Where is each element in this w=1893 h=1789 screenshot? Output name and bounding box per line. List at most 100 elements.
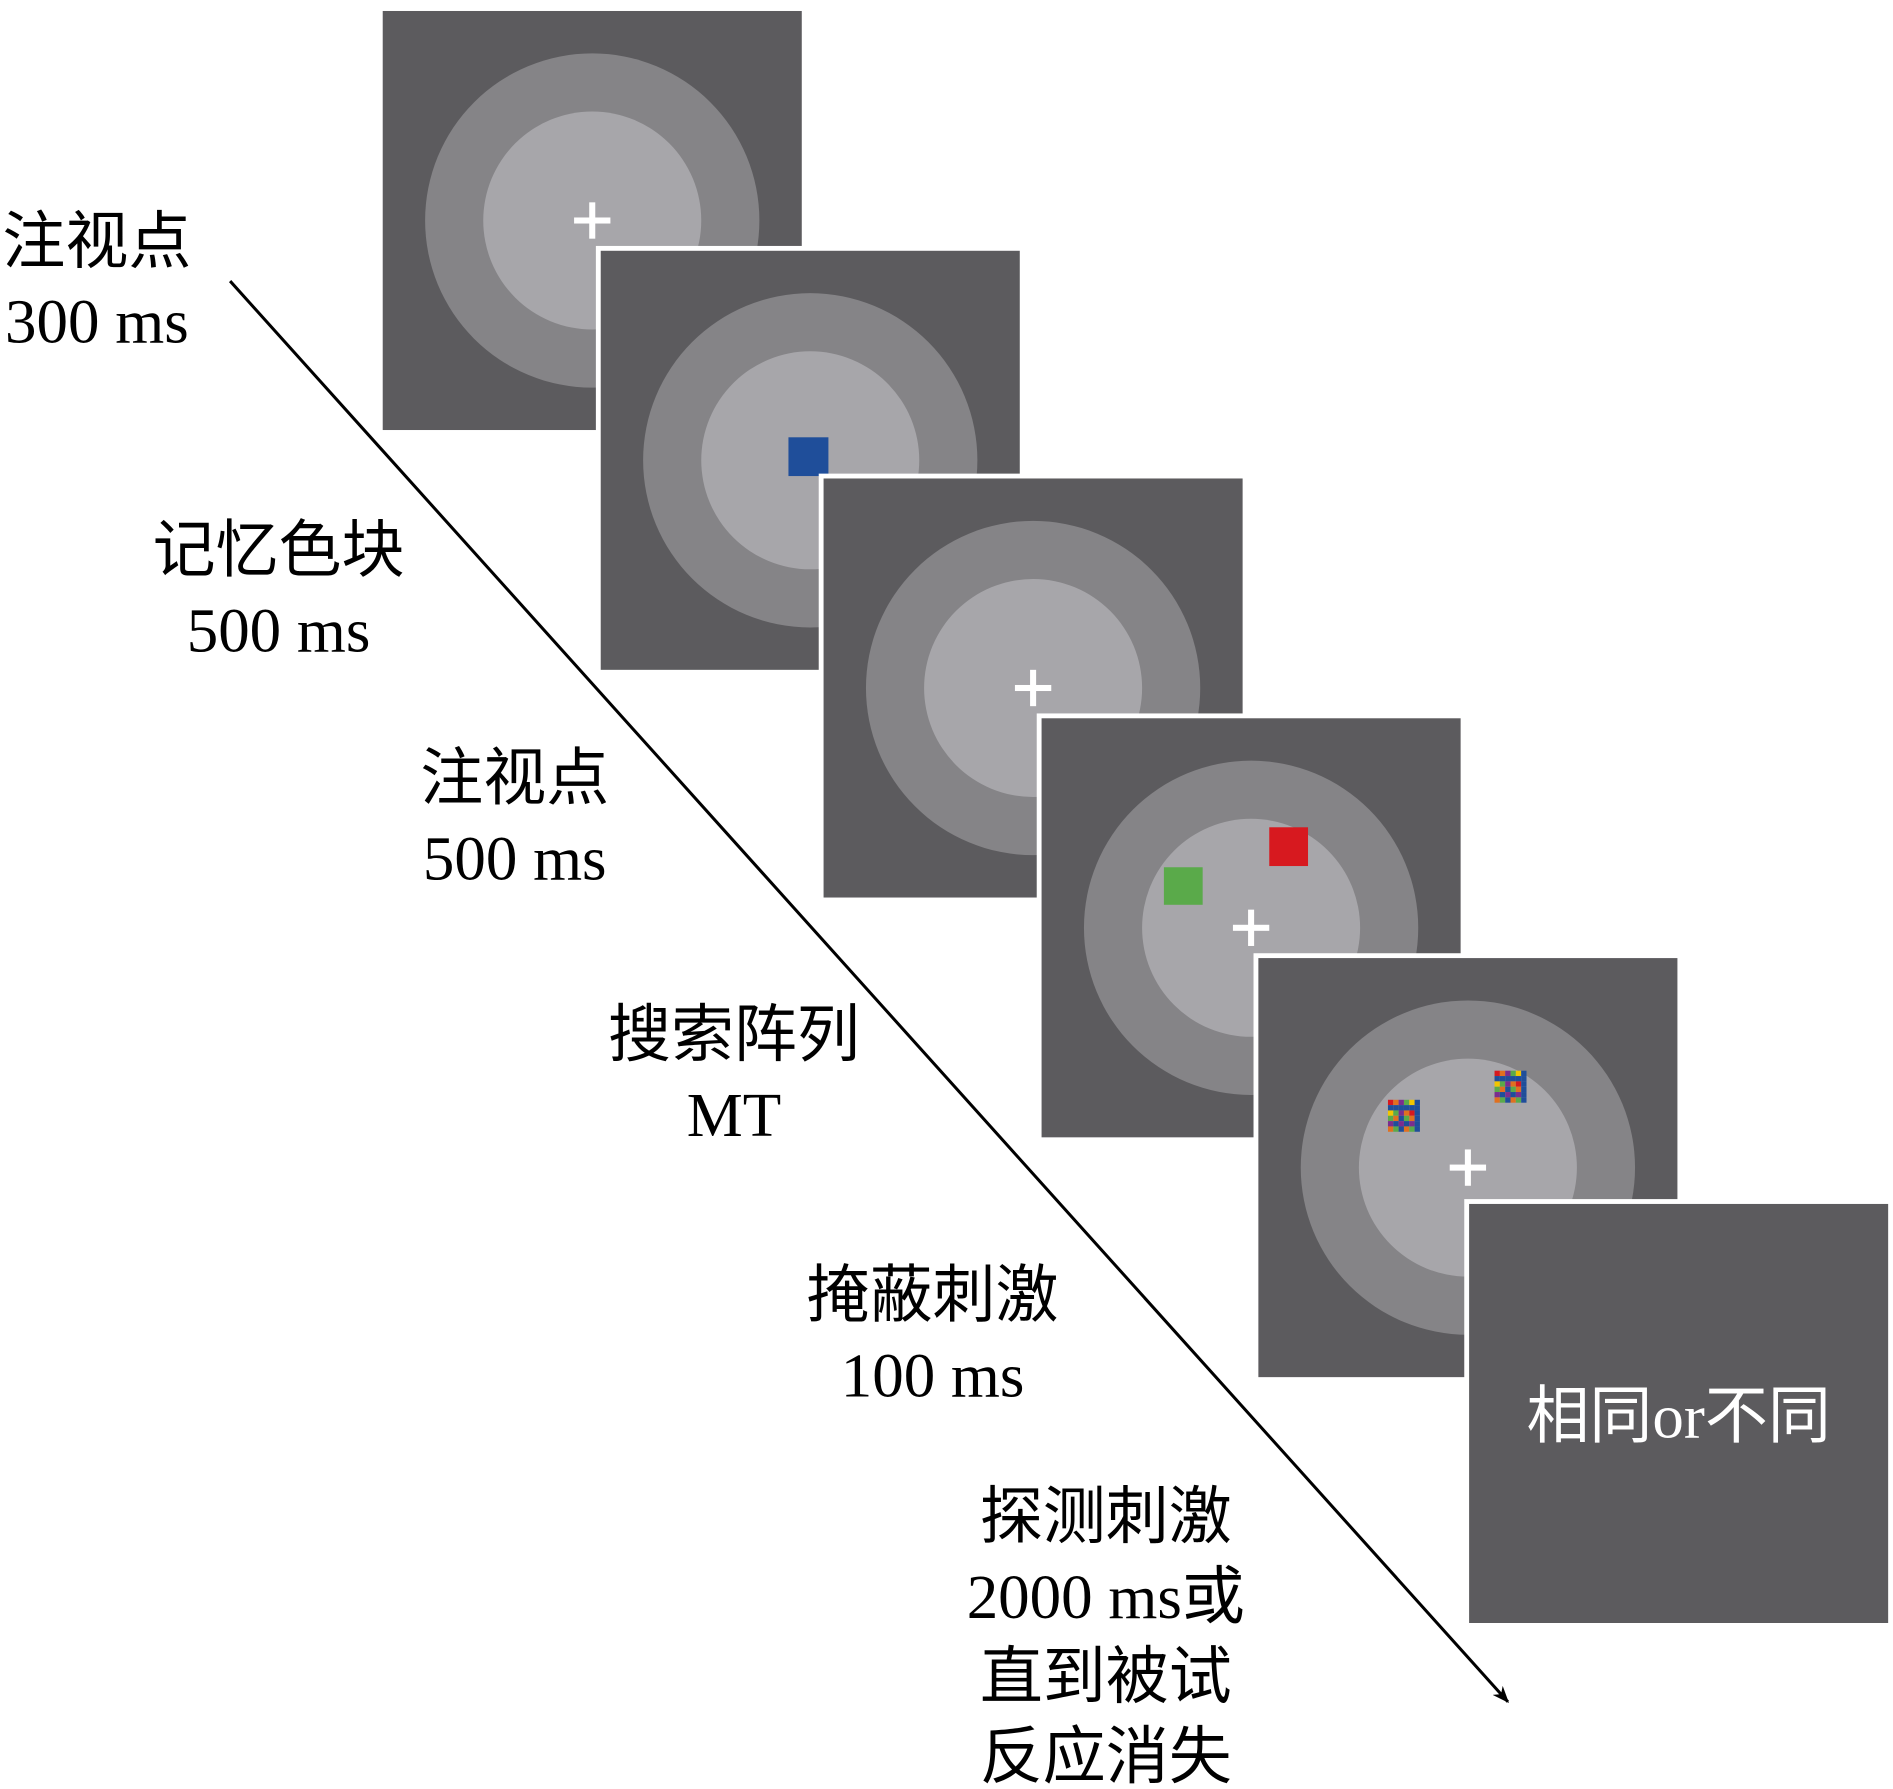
time-arrow [228, 280, 1509, 1703]
mask-cell [1409, 1121, 1415, 1127]
panels: 相同or不同 [377, 6, 1893, 1628]
step-label: 100 ms [841, 1340, 1025, 1410]
mask-cell [1494, 1092, 1500, 1098]
mask-cell [1515, 1097, 1522, 1103]
fixation-cross [1030, 669, 1037, 707]
fixation-cross [1248, 909, 1255, 946]
mask-cell [1505, 1076, 1511, 1082]
mask-cell [1494, 1081, 1500, 1087]
mask-cell [1393, 1121, 1399, 1127]
step-label: 2000 ms或 [967, 1562, 1245, 1632]
mask-cell [1499, 1081, 1506, 1087]
mask-cell [1393, 1115, 1399, 1122]
mask-cell [1521, 1076, 1527, 1082]
step-label: 反应消失 [980, 1722, 1232, 1789]
screen-panel [377, 6, 807, 435]
mask-cell [1403, 1105, 1410, 1111]
mask-cell [1414, 1115, 1420, 1122]
step-label: 探测刺激 [980, 1482, 1232, 1552]
step-label: 掩蔽刺激 [807, 1260, 1059, 1330]
mask-cell [1393, 1105, 1399, 1111]
mask-cell [1505, 1092, 1511, 1098]
mask-cell [1398, 1105, 1404, 1111]
mask-cell [1515, 1081, 1522, 1087]
search-square [1269, 827, 1309, 867]
response-text: 相同or不同 [1526, 1382, 1830, 1452]
mask-cell [1409, 1105, 1415, 1111]
mask-cell [1403, 1121, 1410, 1127]
mask-cell [1494, 1086, 1500, 1093]
mask-cell [1409, 1099, 1415, 1106]
mask-cell [1393, 1110, 1399, 1116]
step-label: 注视点 [2, 207, 191, 277]
mask-cell [1398, 1110, 1404, 1116]
mask-cell [1409, 1126, 1415, 1132]
step-label: 记忆色块 [153, 516, 405, 586]
mask-cell [1505, 1086, 1511, 1093]
step-label: 300 ms [5, 287, 189, 357]
fixation-cross [1464, 1149, 1471, 1186]
step-labels: 注视点 300 ms 记忆色块 500 ms 注视点 500 ms 搜索阵列 MT 掩蔽刺激 10… [2, 207, 1244, 1789]
mask-cell [1403, 1099, 1410, 1106]
mask-cell [1393, 1126, 1399, 1132]
search-square [1163, 867, 1203, 905]
step-label: 注视点 [420, 743, 609, 813]
mask-cell [1393, 1099, 1399, 1106]
mask-cell [1387, 1115, 1394, 1122]
mask-cell [1510, 1097, 1516, 1103]
mask-cell [1510, 1076, 1516, 1082]
mask-cell [1414, 1099, 1420, 1106]
mask-cell [1515, 1070, 1522, 1077]
mask-cell [1515, 1076, 1522, 1082]
mask-cell [1510, 1086, 1516, 1093]
mask-cell [1387, 1110, 1394, 1116]
fixation-cross [589, 202, 596, 239]
mask-cell [1499, 1097, 1506, 1103]
mask-cell [1414, 1105, 1420, 1111]
mask-cell [1403, 1110, 1410, 1116]
mask-cell [1521, 1081, 1527, 1087]
mask-cell [1499, 1092, 1506, 1098]
mask-cell [1414, 1126, 1420, 1132]
step-label: 500 ms [423, 823, 607, 893]
mask-cell [1499, 1076, 1506, 1082]
mask-cell [1505, 1070, 1511, 1077]
mask-cell [1499, 1070, 1506, 1077]
mask-cell [1521, 1092, 1527, 1098]
mask-cell [1521, 1086, 1527, 1093]
mask-cell [1387, 1099, 1394, 1106]
mask-cell [1409, 1110, 1415, 1116]
panel-background [1464, 1199, 1893, 1628]
step-label: 搜索阵列 [608, 1000, 860, 1070]
mask-cell [1510, 1070, 1516, 1077]
mask-cell [1510, 1092, 1516, 1098]
step-label: 直到被试 [980, 1642, 1232, 1712]
mask-cell [1510, 1081, 1516, 1087]
mask-cell [1505, 1081, 1511, 1087]
mask-cell [1499, 1086, 1506, 1093]
mask-cell [1387, 1105, 1394, 1111]
mask-cell [1494, 1097, 1500, 1103]
mask-cell [1398, 1126, 1404, 1132]
mask-cell [1403, 1115, 1410, 1122]
step-label: 500 ms [187, 596, 371, 666]
mask-cell [1398, 1121, 1404, 1127]
mask-cell [1414, 1121, 1420, 1127]
mask-cell [1403, 1126, 1410, 1132]
mask-cell [1505, 1097, 1511, 1103]
mask-cell [1387, 1121, 1394, 1127]
mask-cell [1387, 1126, 1394, 1132]
mask-cell [1398, 1115, 1404, 1122]
mask-cell [1494, 1076, 1500, 1082]
mask-cell [1515, 1086, 1522, 1093]
mask-cell [1521, 1097, 1527, 1103]
mask-cell [1414, 1110, 1420, 1116]
mask-cell [1494, 1070, 1500, 1077]
screen-panel: 相同or不同 [1464, 1199, 1893, 1628]
mask-cell [1521, 1070, 1527, 1077]
mask-cell [1409, 1115, 1415, 1122]
memory-square [788, 437, 829, 477]
mask-cell [1398, 1099, 1404, 1106]
